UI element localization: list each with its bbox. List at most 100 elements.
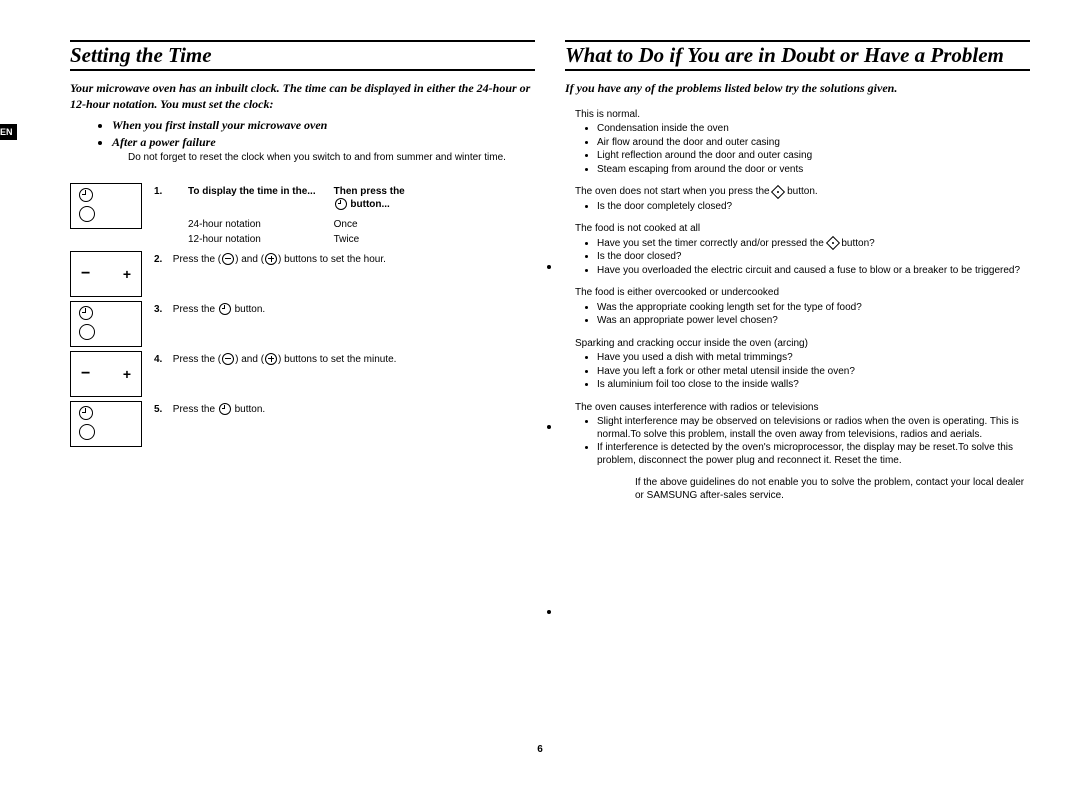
problem-lead: The food is either overcooked or underco… (575, 287, 1030, 300)
sub-list: Have you set the timer correctly and/or … (575, 238, 1030, 278)
list-item: Is the door completely closed? (597, 201, 1030, 214)
problem-block: The food is either overcooked or underco… (575, 287, 1030, 328)
sub-list: Have you used a dish with metal trimming… (575, 352, 1030, 392)
oven-panel-icon (70, 401, 142, 447)
problem-lead: This is normal. (575, 109, 1030, 122)
sub-list: Is the door completely closed? (575, 201, 1030, 214)
language-badge: EN (0, 124, 17, 140)
problem-lead: The oven causes interference with radios… (575, 402, 1030, 415)
table-cell: 24-hour notation (188, 217, 334, 232)
problem-block: The food is not cooked at all Have you s… (575, 223, 1030, 277)
table-cell: Once (334, 217, 423, 232)
problems-list: This is normal. Condensation inside the … (565, 109, 1030, 503)
problem-lead: The food is not cooked at all (575, 223, 1030, 236)
sub-list: Condensation inside the oven Air flow ar… (575, 123, 1030, 176)
rule (565, 69, 1030, 71)
list-item: Was the appropriate cooking length set f… (597, 302, 1030, 315)
list-item: Air flow around the door and outer casin… (597, 137, 1030, 150)
step-row: 1. To display the time in the... Then pr… (70, 183, 535, 247)
step-text: 4. Press the ( ) and ( ) buttons to set th… (154, 351, 396, 366)
list-item: Have you set the timer correctly and/or … (597, 238, 1030, 251)
rule (70, 69, 535, 71)
label: Press the ( (173, 354, 221, 365)
right-column: What to Do if You are in Doubt or Have a… (565, 40, 1030, 502)
label: button? (839, 238, 875, 249)
rule (70, 40, 535, 42)
list-item: Was an appropriate power level chosen? (597, 315, 1030, 328)
list-item: Steam escaping from around the door or v… (597, 164, 1030, 177)
plus-icon: + (123, 267, 131, 281)
list-item: Is the door closed? (597, 251, 1030, 264)
clock-icon (219, 403, 231, 415)
list-item: Slight interference may be observed on t… (597, 416, 1030, 441)
table-header: To display the time in the... (188, 185, 334, 217)
knob-icon (79, 206, 95, 222)
section-markers (547, 190, 557, 790)
label: Press the (173, 304, 218, 315)
label: Press the ( (173, 254, 221, 265)
sub-list: Slight interference may be observed on t… (575, 416, 1030, 467)
minus-icon: − (81, 266, 90, 282)
label: Then press the (334, 186, 405, 197)
when-to-set-list: When you first install your microwave ov… (70, 118, 535, 150)
list-item: Is aluminium foil too close to the insid… (597, 379, 1030, 392)
label: The oven does not start when you press t… (575, 186, 772, 197)
start-icon (825, 236, 839, 250)
page-number: 6 (537, 744, 543, 755)
minus-icon (222, 353, 234, 365)
list-item: Have you overloaded the electric circuit… (597, 265, 1030, 278)
step-text: 1. To display the time in the... Then pr… (154, 183, 423, 247)
clock-icon (335, 198, 347, 210)
label: ) and ( (235, 354, 264, 365)
table-header: Then press the button... (334, 185, 423, 217)
label: button. (232, 404, 265, 415)
plus-icon (265, 353, 277, 365)
list-item: Have you left a fork or other metal uten… (597, 366, 1030, 379)
clock-icon (79, 406, 93, 420)
step-number: 1. (154, 185, 170, 198)
minus-icon: − (81, 366, 90, 382)
sub-list: Was the appropriate cooking length set f… (575, 302, 1030, 328)
list-item: When you first install your microwave ov… (112, 118, 535, 133)
step-text: 3. Press the button. (154, 301, 265, 316)
step-row: − + 2. Press the () and () buttons to se… (70, 251, 535, 297)
step-text: 5. Press the button. (154, 401, 265, 416)
two-column-layout: Setting the Time Your microwave oven has… (50, 40, 1030, 502)
label: ) buttons to set the hour. (278, 254, 386, 265)
list-item: Have you used a dish with metal trimming… (597, 352, 1030, 365)
label: button... (350, 199, 389, 210)
left-column: Setting the Time Your microwave oven has… (50, 40, 535, 502)
step-number: 4. (154, 353, 170, 366)
table-cell: 12-hour notation (188, 232, 334, 247)
label: Press the (173, 404, 218, 415)
problem-lead: Sparking and cracking occur inside the o… (575, 338, 1030, 351)
oven-panel-icon (70, 183, 142, 229)
dot-icon (547, 265, 551, 269)
clock-icon (219, 303, 231, 315)
section-heading: Setting the Time (70, 44, 535, 67)
oven-panel-icon (70, 301, 142, 347)
step-text: 2. Press the () and () buttons to set th… (154, 251, 386, 266)
list-item: Light reflection around the door and out… (597, 150, 1030, 163)
clock-icon (79, 188, 93, 202)
manual-page: EN Setting the Time Your microwave oven … (0, 0, 1080, 763)
step-number: 2. (154, 253, 170, 266)
dot-icon (547, 425, 551, 429)
step-row: 5. Press the button. (70, 401, 535, 447)
problem-lead: The oven does not start when you press t… (575, 186, 1030, 199)
knob-icon (79, 324, 95, 340)
plus-icon: + (123, 367, 131, 381)
label: button. (784, 186, 817, 197)
dot-icon (547, 610, 551, 614)
list-item: After a power failure (112, 135, 535, 150)
label: Have you set the timer correctly and/or … (597, 238, 827, 249)
dst-note: Do not forget to reset the clock when yo… (128, 152, 535, 165)
minus-icon (222, 253, 234, 265)
list-item: Condensation inside the oven (597, 123, 1030, 136)
intro-text: Your microwave oven has an inbuilt clock… (70, 81, 535, 112)
label: ) buttons to set the minute. (278, 354, 396, 365)
problem-block: Sparking and cracking occur inside the o… (575, 338, 1030, 392)
list-item: If interference is detected by the oven'… (597, 442, 1030, 467)
intro-text: If you have any of the problems listed b… (565, 81, 1030, 97)
step-number: 5. (154, 403, 170, 416)
